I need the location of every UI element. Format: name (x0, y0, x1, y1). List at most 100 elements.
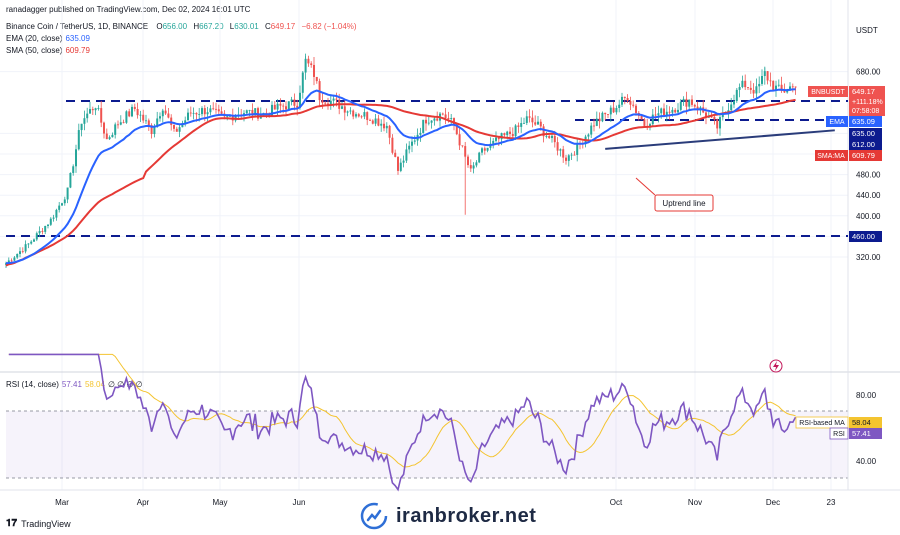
candle-body[interactable] (455, 124, 458, 135)
candle-body[interactable] (705, 112, 707, 118)
candle-body[interactable] (595, 118, 598, 126)
candle-body[interactable] (710, 116, 713, 118)
candle-body[interactable] (733, 100, 735, 105)
candle-body[interactable] (413, 140, 416, 142)
lightning-icon[interactable] (769, 359, 783, 373)
candle-body[interactable] (16, 253, 19, 258)
candle-body[interactable] (72, 166, 75, 173)
candle-body[interactable] (86, 113, 89, 119)
candle-body[interactable] (201, 108, 203, 115)
candle-body[interactable] (497, 137, 500, 140)
candle-body[interactable] (623, 96, 626, 99)
candle-body[interactable] (94, 108, 97, 111)
candle-body[interactable] (301, 72, 304, 93)
candle-body[interactable] (534, 122, 537, 125)
candle-body[interactable] (33, 239, 35, 242)
candle-body[interactable] (220, 111, 223, 114)
candle-body[interactable] (425, 119, 427, 124)
candle-body[interactable] (744, 80, 747, 88)
candle-body[interactable] (293, 99, 296, 106)
candle-body[interactable] (772, 80, 775, 91)
candle-body[interactable] (360, 116, 363, 118)
candle-body[interactable] (758, 83, 761, 87)
candle-body[interactable] (562, 149, 565, 158)
candle-body[interactable] (374, 118, 377, 124)
candle-body[interactable] (478, 152, 481, 163)
candle-body[interactable] (335, 98, 338, 100)
candle-body[interactable] (133, 106, 136, 110)
candle-body[interactable] (114, 124, 117, 135)
candle-body[interactable] (13, 257, 16, 261)
candle-body[interactable] (464, 146, 467, 157)
candle-body[interactable] (654, 114, 657, 116)
candle-body[interactable] (346, 111, 349, 113)
candle-body[interactable] (108, 137, 111, 140)
candle-body[interactable] (399, 162, 402, 171)
candle-body[interactable] (195, 112, 198, 115)
candle-body[interactable] (89, 109, 91, 114)
candle-body[interactable] (691, 99, 693, 105)
candle-body[interactable] (343, 106, 346, 113)
candle-body[interactable] (63, 199, 66, 204)
candle-body[interactable] (131, 106, 133, 117)
candle-body[interactable] (612, 107, 615, 113)
candle-body[interactable] (276, 103, 279, 110)
candle-body[interactable] (153, 127, 156, 135)
candle-body[interactable] (100, 108, 103, 123)
candle-body[interactable] (542, 126, 545, 137)
candle-body[interactable] (556, 142, 559, 151)
candle-body[interactable] (713, 116, 716, 120)
candle-body[interactable] (511, 134, 514, 137)
candle-body[interactable] (251, 109, 254, 116)
candle-body[interactable] (618, 104, 621, 108)
candle-body[interactable] (170, 117, 173, 125)
candle-body[interactable] (209, 108, 212, 113)
candle-body[interactable] (271, 104, 273, 116)
candle-body[interactable] (525, 116, 528, 123)
candle-body[interactable] (66, 187, 69, 200)
rsi-legend[interactable]: RSI (14, close) 57.41 58.04 ∅ ∅ ∅ ∅ (6, 380, 143, 389)
candle-body[interactable] (117, 124, 119, 126)
candle-body[interactable] (128, 111, 131, 117)
candle-body[interactable] (427, 122, 430, 124)
candle-body[interactable] (693, 104, 696, 107)
candle-body[interactable] (156, 118, 159, 128)
candle-body[interactable] (254, 108, 257, 116)
candle-body[interactable] (492, 140, 495, 144)
candle-body[interactable] (467, 156, 469, 166)
candle-body[interactable] (52, 217, 55, 219)
candle-body[interactable] (315, 76, 318, 82)
candle-body[interactable] (436, 118, 439, 121)
candle-body[interactable] (590, 125, 593, 135)
candle-body[interactable] (150, 125, 153, 135)
candle-body[interactable] (5, 263, 7, 265)
candle-body[interactable] (161, 110, 164, 117)
candle-body[interactable] (189, 112, 192, 114)
candle-body[interactable] (775, 85, 777, 91)
currency-label[interactable]: USDT (856, 26, 878, 35)
candle-body[interactable] (679, 101, 682, 110)
candle-body[interactable] (632, 104, 635, 106)
candle-body[interactable] (394, 152, 397, 157)
candle-body[interactable] (369, 119, 371, 121)
candle-body[interactable] (282, 105, 285, 107)
candle-body[interactable] (380, 123, 383, 126)
candle-body[interactable] (789, 86, 791, 91)
candle-body[interactable] (91, 109, 94, 111)
candle-body[interactable] (660, 108, 663, 114)
candle-body[interactable] (573, 154, 576, 156)
candle-body[interactable] (377, 118, 380, 126)
candle-body[interactable] (243, 113, 245, 115)
candle-body[interactable] (677, 109, 679, 113)
candle-body[interactable] (30, 241, 33, 244)
candle-body[interactable] (509, 131, 511, 135)
candle-body[interactable] (324, 102, 327, 104)
candle-body[interactable] (481, 148, 483, 153)
candle-body[interactable] (668, 111, 671, 113)
candle-body[interactable] (472, 165, 475, 169)
candle-body[interactable] (475, 162, 478, 166)
candle-body[interactable] (181, 123, 184, 128)
candle-body[interactable] (598, 118, 601, 122)
candle-body[interactable] (139, 114, 142, 116)
candle-body[interactable] (411, 141, 413, 146)
